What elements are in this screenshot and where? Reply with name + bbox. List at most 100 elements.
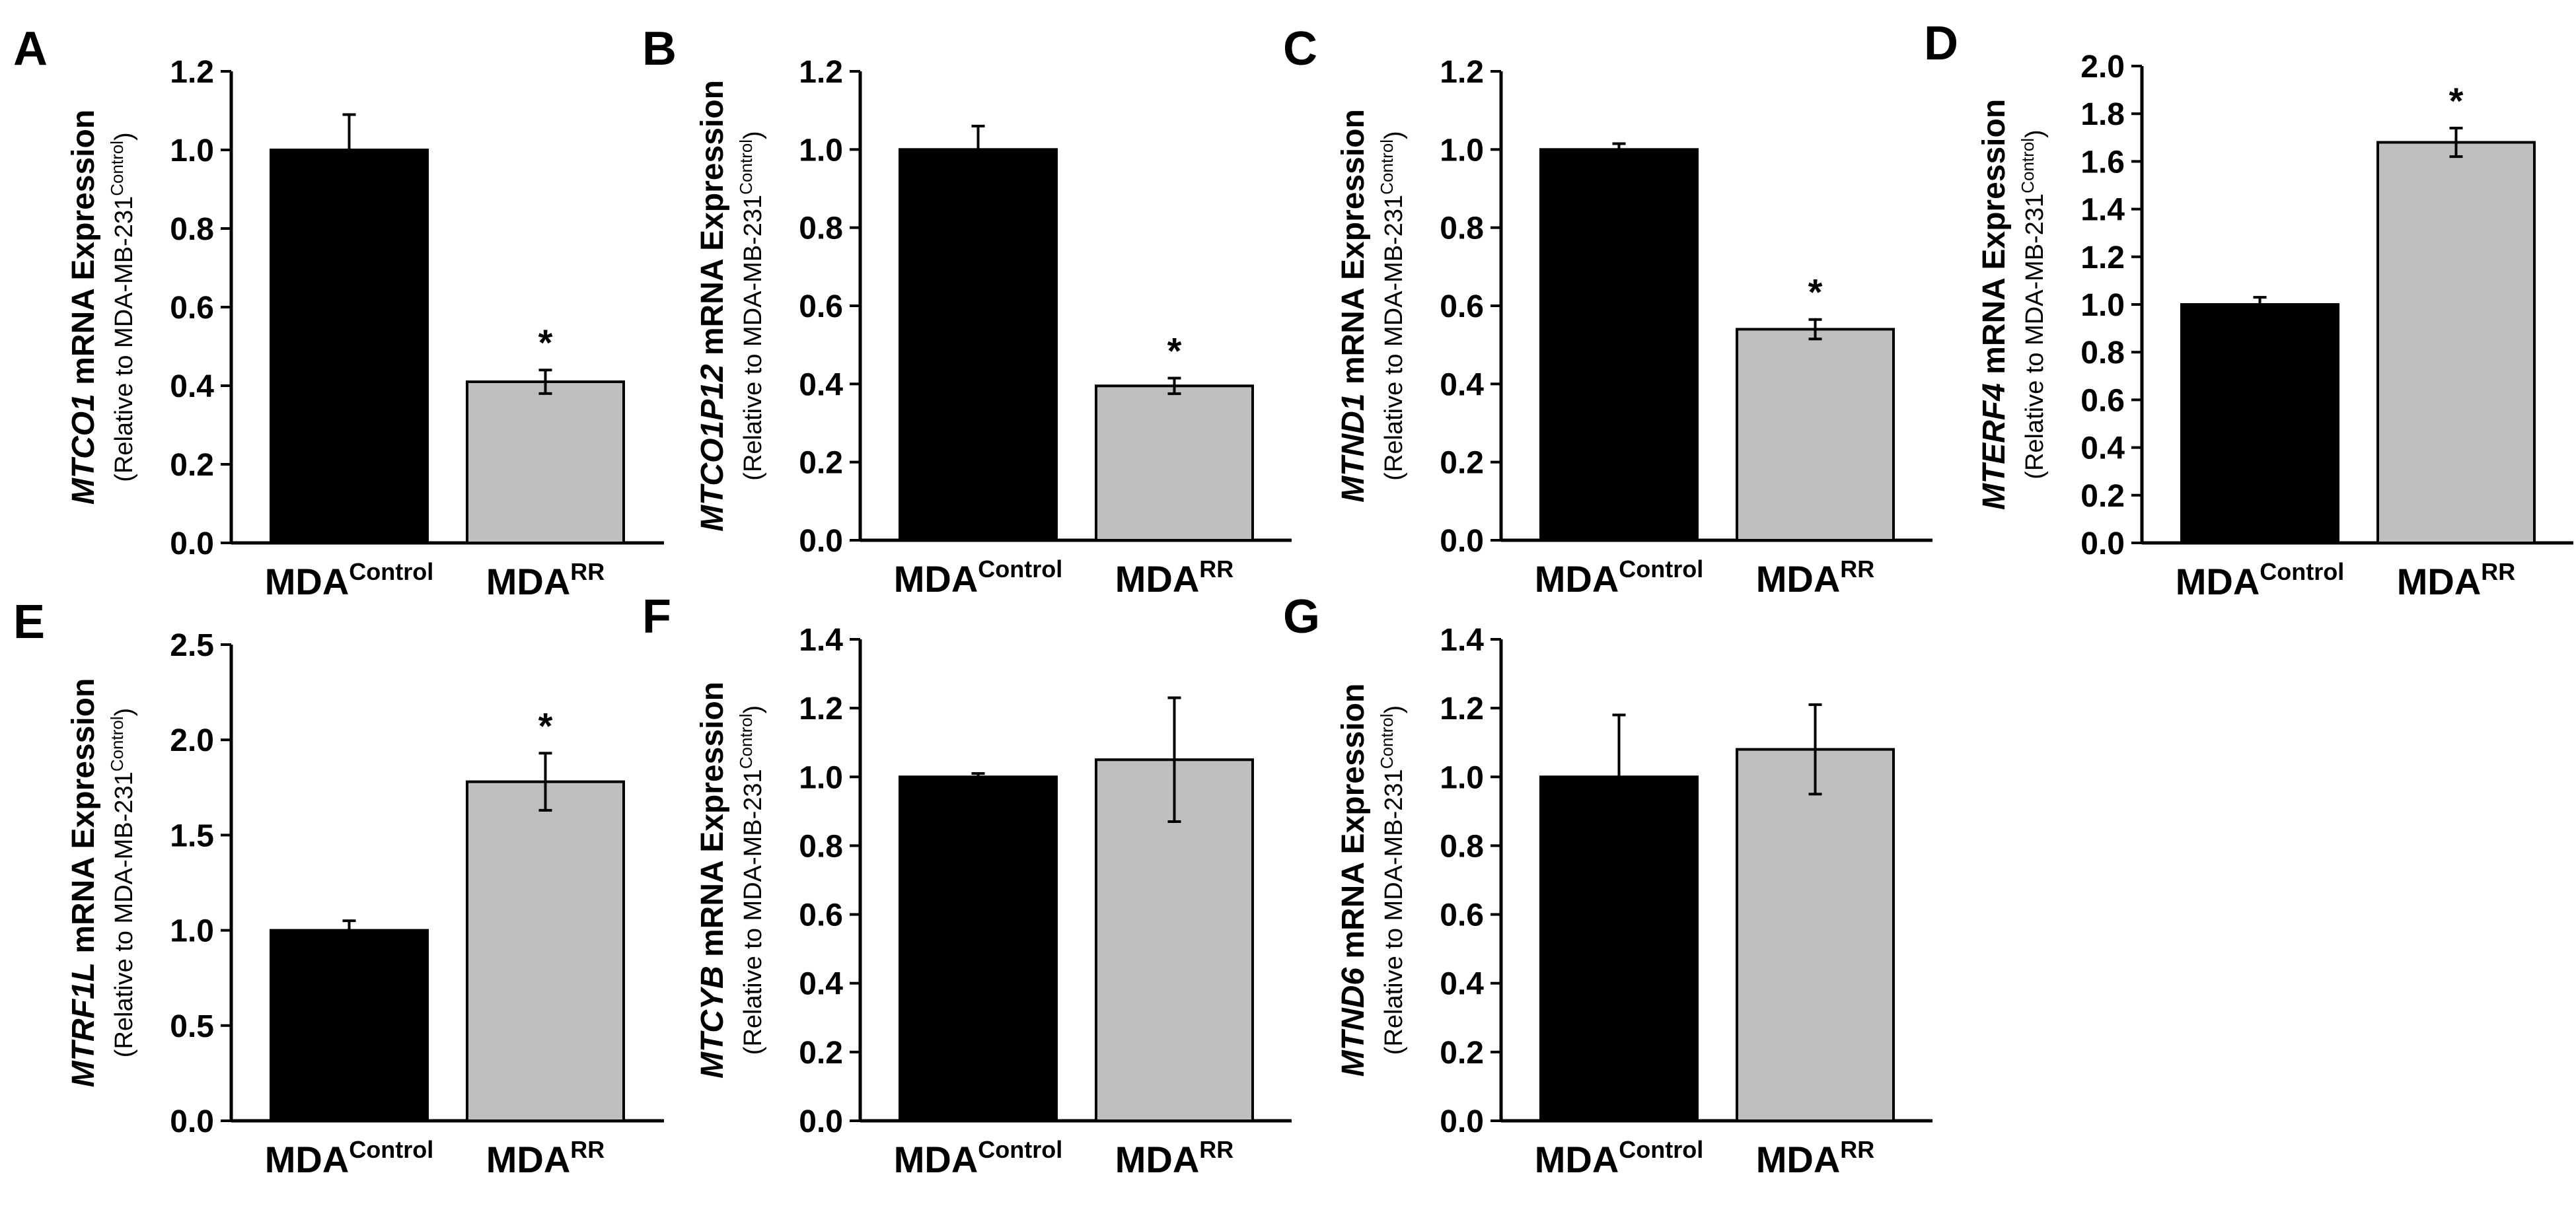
panel-c-significance-star: * [1808, 271, 1823, 313]
panel-b-y-tick-label: 1.2 [799, 55, 843, 90]
panel-g-y-tick-label: 0.2 [1440, 1036, 1484, 1071]
panel-a-y-tick-label: 0.0 [170, 526, 214, 561]
panel-f-y-axis-title-suffix: mRNA Expression [695, 682, 730, 966]
panel-f-y-tick-label: 1.4 [799, 623, 843, 658]
panel-c-y-tick-label: 1.2 [1440, 55, 1484, 90]
panel-a-y-tick-label: 0.8 [170, 212, 214, 247]
panel-c-y-axis-title: MTND1 mRNA Expression [1336, 109, 1371, 503]
panel-a-bar-rr [466, 380, 625, 544]
panel-g-letter: G [1283, 590, 1320, 643]
panel-e-bar-control [270, 929, 429, 1122]
panel-d-y-axis-title: MTERF4 mRNA Expression [1977, 99, 2012, 510]
panel-c-category-label: MDARR [1756, 555, 1875, 600]
panel-d-letter: D [1924, 17, 1958, 70]
panel-d-bar-control [2180, 303, 2339, 544]
panel-c-y-axis-subtitle: (Relative to MDA-MB-231Control) [1377, 131, 1408, 480]
panel-e-category-label: MDAControl [265, 1136, 434, 1180]
panel-b-letter: B [642, 22, 677, 75]
panel-d-y-tick-label: 1.6 [2080, 145, 2125, 180]
panel-b-y-tick-label: 0.8 [799, 211, 843, 246]
panel-a-y-axis-title: MTCO1 mRNA Expression [66, 110, 101, 505]
panel-c-bar-rr [1736, 328, 1895, 542]
panel-b-y-tick-label: 0.4 [799, 367, 843, 402]
panel-f-gene-name: MTCYB [695, 966, 730, 1079]
panel-g-y-tick-label: 0.4 [1440, 967, 1484, 1002]
panel-c-y-tick-label: 0.6 [1440, 289, 1484, 324]
panel-g-category-label: MDAControl [1535, 1136, 1704, 1180]
panel-g-y-axis-title: MTND6 mRNA Expression [1336, 684, 1371, 1077]
panel-g-gene-name: MTND6 [1336, 968, 1371, 1077]
panel-e-y-tick-label: 2.5 [170, 628, 214, 663]
panel-c-y-tick-label: 0.2 [1440, 446, 1484, 481]
panel-d-y-tick-label: 0.8 [2080, 336, 2125, 371]
panel-a: A 0.0 0.2 0.4 0.6 0.8 1.0 1.2 MTCO1 mRNA Express… [13, 22, 664, 602]
panel-d-y-tick-label: 1.0 [2080, 288, 2125, 323]
panel-a-category-label: MDARR [486, 558, 605, 602]
panel-a-y-tick-label: 0.2 [170, 448, 214, 483]
panel-g-y-tick-label: 0.8 [1440, 829, 1484, 864]
panel-e-gene-name: MTRF1L [66, 962, 101, 1087]
panel-c-gene-name: MTND1 [1336, 394, 1371, 503]
panel-g-y-tick-label: 1.0 [1440, 760, 1484, 795]
panel-e: E 0.0 0.5 1.0 1.5 2.0 2.5 MTRF1L mRNA Expressio… [13, 596, 664, 1180]
panel-c-y-tick-label: 0.0 [1440, 524, 1484, 559]
panel-a-y-axis-subtitle: (Relative to MDA-MB-231Control) [107, 132, 138, 481]
panel-c-y-tick-label: 1.0 [1440, 133, 1484, 168]
panel-c-category-label: MDAControl [1535, 555, 1704, 600]
panel-a-y-tick-label: 1.0 [170, 133, 214, 168]
panel-f-bar-control [899, 775, 1058, 1123]
panel-b-y-tick-label: 0.0 [799, 524, 843, 559]
panel-d-y-tick-label: 2.0 [2080, 50, 2125, 85]
panel-g: G 0.0 0.2 0.4 0.6 0.8 1.0 1.2 1.4 MTND6 mRNA Expr… [1283, 590, 1932, 1180]
panel-c-letter: C [1283, 22, 1317, 75]
panel-f-y-tick-label: 0.8 [799, 829, 843, 864]
panel-f-y-tick-label: 0.0 [799, 1104, 843, 1139]
panel-a-y-tick-label: 0.4 [170, 369, 214, 404]
panel-d-y-tick-label: 1.4 [2080, 193, 2125, 228]
panel-b-category-label: MDAControl [894, 555, 1063, 600]
panel-b: B 0.0 0.2 0.4 0.6 0.8 1.0 1.2 MTCO1P12 mRNA Expr… [642, 22, 1292, 600]
panel-a-category-label: MDAControl [265, 558, 434, 602]
panel-d-y-tick-label: 1.8 [2080, 97, 2125, 132]
panel-b-y-axis-title: MTCO1P12 mRNA Expression [695, 80, 730, 532]
panel-f-letter: F [642, 590, 671, 643]
panel-d-y-tick-label: 1.2 [2080, 240, 2125, 275]
panel-g-y-axis-subtitle: (Relative to MDA-MB-231Control) [1377, 705, 1408, 1055]
panel-c-y-tick-label: 0.4 [1440, 367, 1484, 402]
panel-d-significance-star: * [2449, 80, 2464, 122]
panel-d-category-label: MDAControl [2176, 558, 2345, 602]
panel-g-y-axis-title-suffix: mRNA Expression [1336, 684, 1371, 968]
panel-g-category-label: MDARR [1756, 1136, 1875, 1180]
panel-g-y-tick-label: 0.6 [1440, 898, 1484, 933]
panel-c: C 0.0 0.2 0.4 0.6 0.8 1.0 1.2 MTND1 mRNA Express… [1283, 22, 1932, 600]
panel-f-y-tick-label: 1.0 [799, 760, 843, 795]
panel-e-y-tick-label: 2.0 [170, 723, 214, 758]
panel-d-y-axis-subtitle: (Relative to MDA-MB-231Control) [2018, 129, 2049, 479]
panel-b-y-tick-label: 1.0 [799, 133, 843, 168]
panel-b-bar-control [899, 148, 1058, 542]
panel-c-y-tick-label: 0.8 [1440, 211, 1484, 246]
panel-g-y-tick-label: 0.0 [1440, 1104, 1484, 1139]
panel-e-letter: E [13, 596, 45, 649]
panel-a-y-axis-title-suffix: mRNA Expression [66, 110, 101, 394]
panel-b-category-label: MDARR [1115, 555, 1234, 600]
panel-d-y-tick-label: 0.6 [2080, 383, 2125, 418]
panel-a-bar-control [270, 149, 429, 544]
panel-d: D 0.0 0.2 0.4 0.6 0.8 1.0 1.2 1.4 1.6 1.8 2.0 MTERF4… [1924, 17, 2573, 602]
panel-a-letter: A [13, 22, 48, 75]
panel-b-y-tick-label: 0.2 [799, 446, 843, 481]
panel-f-y-tick-label: 0.4 [799, 967, 843, 1002]
panel-a-gene-name: MTCO1 [66, 394, 101, 505]
panel-b-y-tick-label: 0.6 [799, 289, 843, 324]
panel-c-bar-control [1539, 148, 1699, 542]
panel-a-y-tick-label: 0.6 [170, 291, 214, 326]
panel-d-y-tick-label: 0.2 [2080, 479, 2125, 514]
panel-d-gene-name: MTERF4 [1977, 383, 2012, 510]
panel-e-y-axis-title-suffix: mRNA Expression [66, 678, 101, 962]
panel-b-gene-name: MTCO1P12 [695, 364, 730, 532]
panel-e-bar-rr [466, 780, 625, 1122]
panel-f-y-axis-subtitle: (Relative to MDA-MB-231Control) [736, 705, 767, 1055]
panel-c-y-axis-title-suffix: mRNA Expression [1336, 109, 1371, 393]
panel-b-y-axis-subtitle: (Relative to MDA-MB-231Control) [736, 131, 767, 480]
